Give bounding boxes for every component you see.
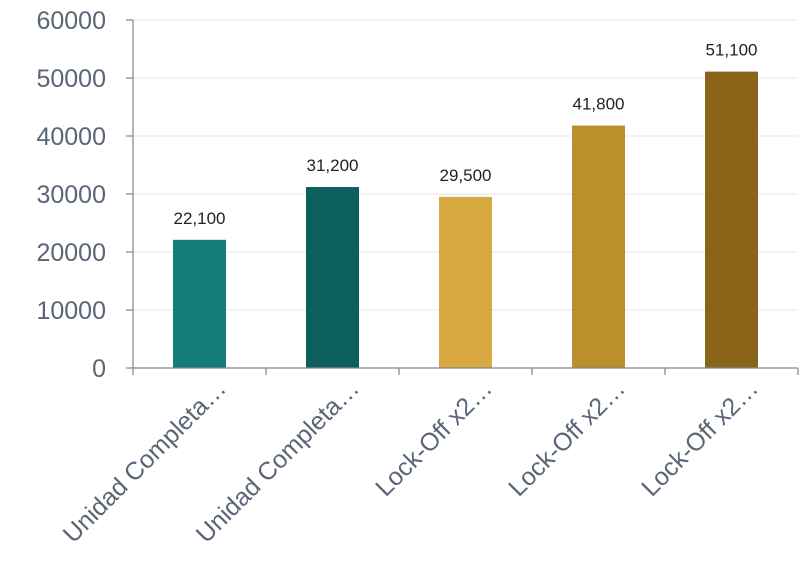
data-label: 22,100: [174, 209, 226, 228]
y-tick-label: 0: [92, 355, 106, 383]
data-label: 29,500: [440, 166, 492, 185]
axes: [126, 19, 799, 375]
x-tick-label: Lock-Off x2…: [636, 374, 764, 502]
y-tick-label: 40000: [36, 123, 106, 151]
gridlines: [133, 19, 798, 311]
x-tick-label: Lock-Off x2…: [370, 374, 498, 502]
y-tick-label: 50000: [36, 65, 106, 93]
data-label: 41,800: [573, 95, 625, 114]
y-tick-label: 30000: [36, 181, 106, 209]
y-tick-label: 60000: [36, 7, 106, 35]
x-tick-label: Lock-Off x2…: [503, 374, 631, 502]
bar: [572, 125, 625, 368]
bar: [173, 239, 226, 368]
bar: [705, 71, 758, 369]
labels: 010000200003000040000500006000022,100Uni…: [36, 7, 763, 549]
bars: [173, 71, 758, 369]
bar: [439, 196, 492, 368]
y-tick-label: 10000: [36, 297, 106, 325]
data-label: 51,100: [706, 41, 758, 60]
data-label: 31,200: [307, 156, 359, 175]
y-tick-label: 20000: [36, 239, 106, 267]
bar: [306, 187, 359, 368]
